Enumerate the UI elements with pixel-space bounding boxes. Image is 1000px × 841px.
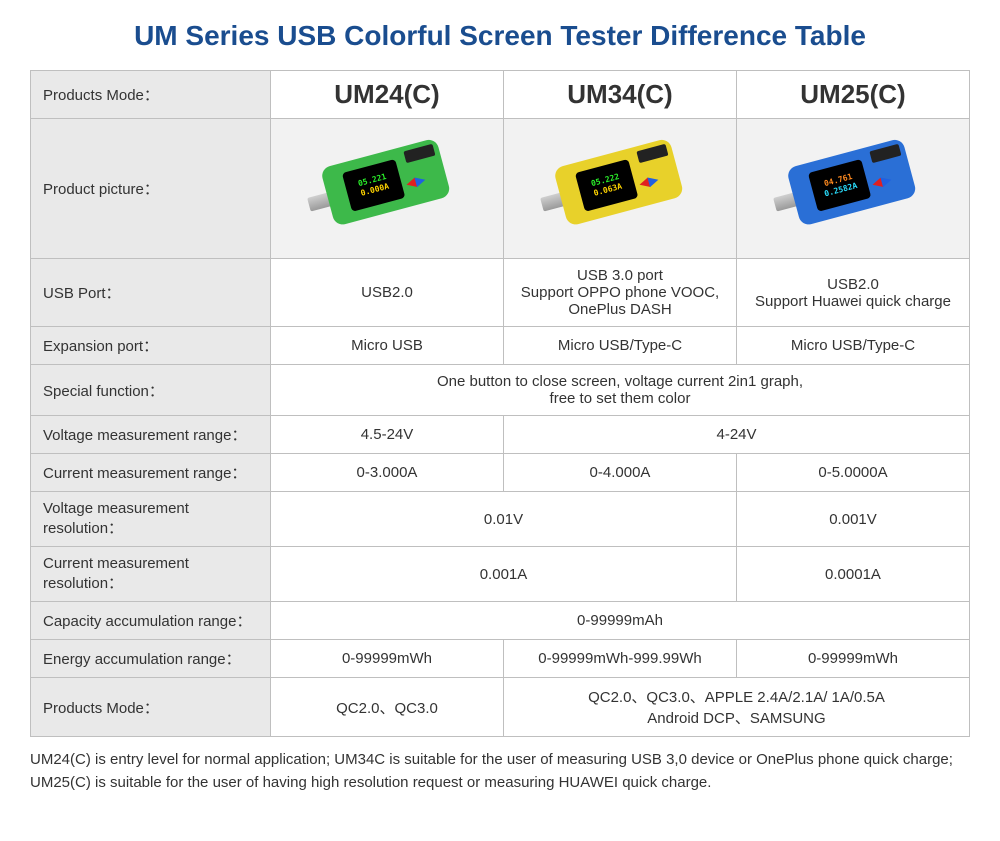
row-label-energy: Energy accumulation range： <box>31 640 271 678</box>
cell-usb-port-um24: USB2.0 <box>271 259 504 327</box>
col-header-um25: UM25(C) <box>737 71 970 119</box>
cell-voltage-range-um24: 4.5-24V <box>271 416 504 454</box>
row-label-usb-port: USB Port： <box>31 259 271 327</box>
col-header-um34: UM34(C) <box>504 71 737 119</box>
cell-mode2-um34-25: QC2.0、QC3.0、APPLE 2.4A/2.1A/ 1A/0.5A And… <box>504 678 970 737</box>
row-label-capacity: Capacity accumulation range： <box>31 602 271 640</box>
cell-capacity: 0-99999mAh <box>271 602 970 640</box>
cell-mode2-um24: QC2.0、QC3.0 <box>271 678 504 737</box>
row-label-mode: Products Mode： <box>31 71 271 119</box>
comparison-table: Products Mode： UM24(C) UM34(C) UM25(C) P… <box>30 70 970 737</box>
row-label-voltage-res: Voltage measurement resolution： <box>31 492 271 547</box>
page-title: UM Series USB Colorful Screen Tester Dif… <box>30 20 970 52</box>
cell-current-range-um24: 0-3.000A <box>271 454 504 492</box>
row-label-current-res: Current measurement resolution： <box>31 547 271 602</box>
row-label-special: Special function： <box>31 365 271 416</box>
cell-special: One button to close screen, voltage curr… <box>271 365 970 416</box>
row-label-mode2: Products Mode： <box>31 678 271 737</box>
cell-voltage-res-um25: 0.001V <box>737 492 970 547</box>
row-label-voltage-range: Voltage measurement range： <box>31 416 271 454</box>
cell-usb-port-um34: USB 3.0 port Support OPPO phone VOOC, On… <box>504 259 737 327</box>
cell-current-range-um34: 0-4.000A <box>504 454 737 492</box>
cell-voltage-res-um24-34: 0.01V <box>271 492 737 547</box>
footer-note: UM24(C) is entry level for normal applic… <box>30 749 970 794</box>
col-header-um24: UM24(C) <box>271 71 504 119</box>
cell-current-range-um25: 0-5.0000A <box>737 454 970 492</box>
cell-expansion-um24: Micro USB <box>271 327 504 365</box>
cell-usb-port-um25: USB2.0 Support Huawei quick charge <box>737 259 970 327</box>
product-picture-um25: 04.761 0.2582A ◀▶ <box>737 119 970 259</box>
cell-current-res-um25: 0.0001A <box>737 547 970 602</box>
product-picture-um24: 05.221 0.000A ◀▶ <box>271 119 504 259</box>
row-label-expansion: Expansion port： <box>31 327 271 365</box>
cell-expansion-um34: Micro USB/Type-C <box>504 327 737 365</box>
cell-energy-um25: 0-99999mWh <box>737 640 970 678</box>
cell-current-res-um24-34: 0.001A <box>271 547 737 602</box>
cell-expansion-um25: Micro USB/Type-C <box>737 327 970 365</box>
cell-voltage-range-um34-25: 4-24V <box>504 416 970 454</box>
row-label-current-range: Current measurement range： <box>31 454 271 492</box>
product-picture-um34: 05.222 0.063A ◀▶ <box>504 119 737 259</box>
cell-energy-um34: 0-99999mWh-999.99Wh <box>504 640 737 678</box>
row-label-picture: Product picture： <box>31 119 271 259</box>
cell-energy-um24: 0-99999mWh <box>271 640 504 678</box>
